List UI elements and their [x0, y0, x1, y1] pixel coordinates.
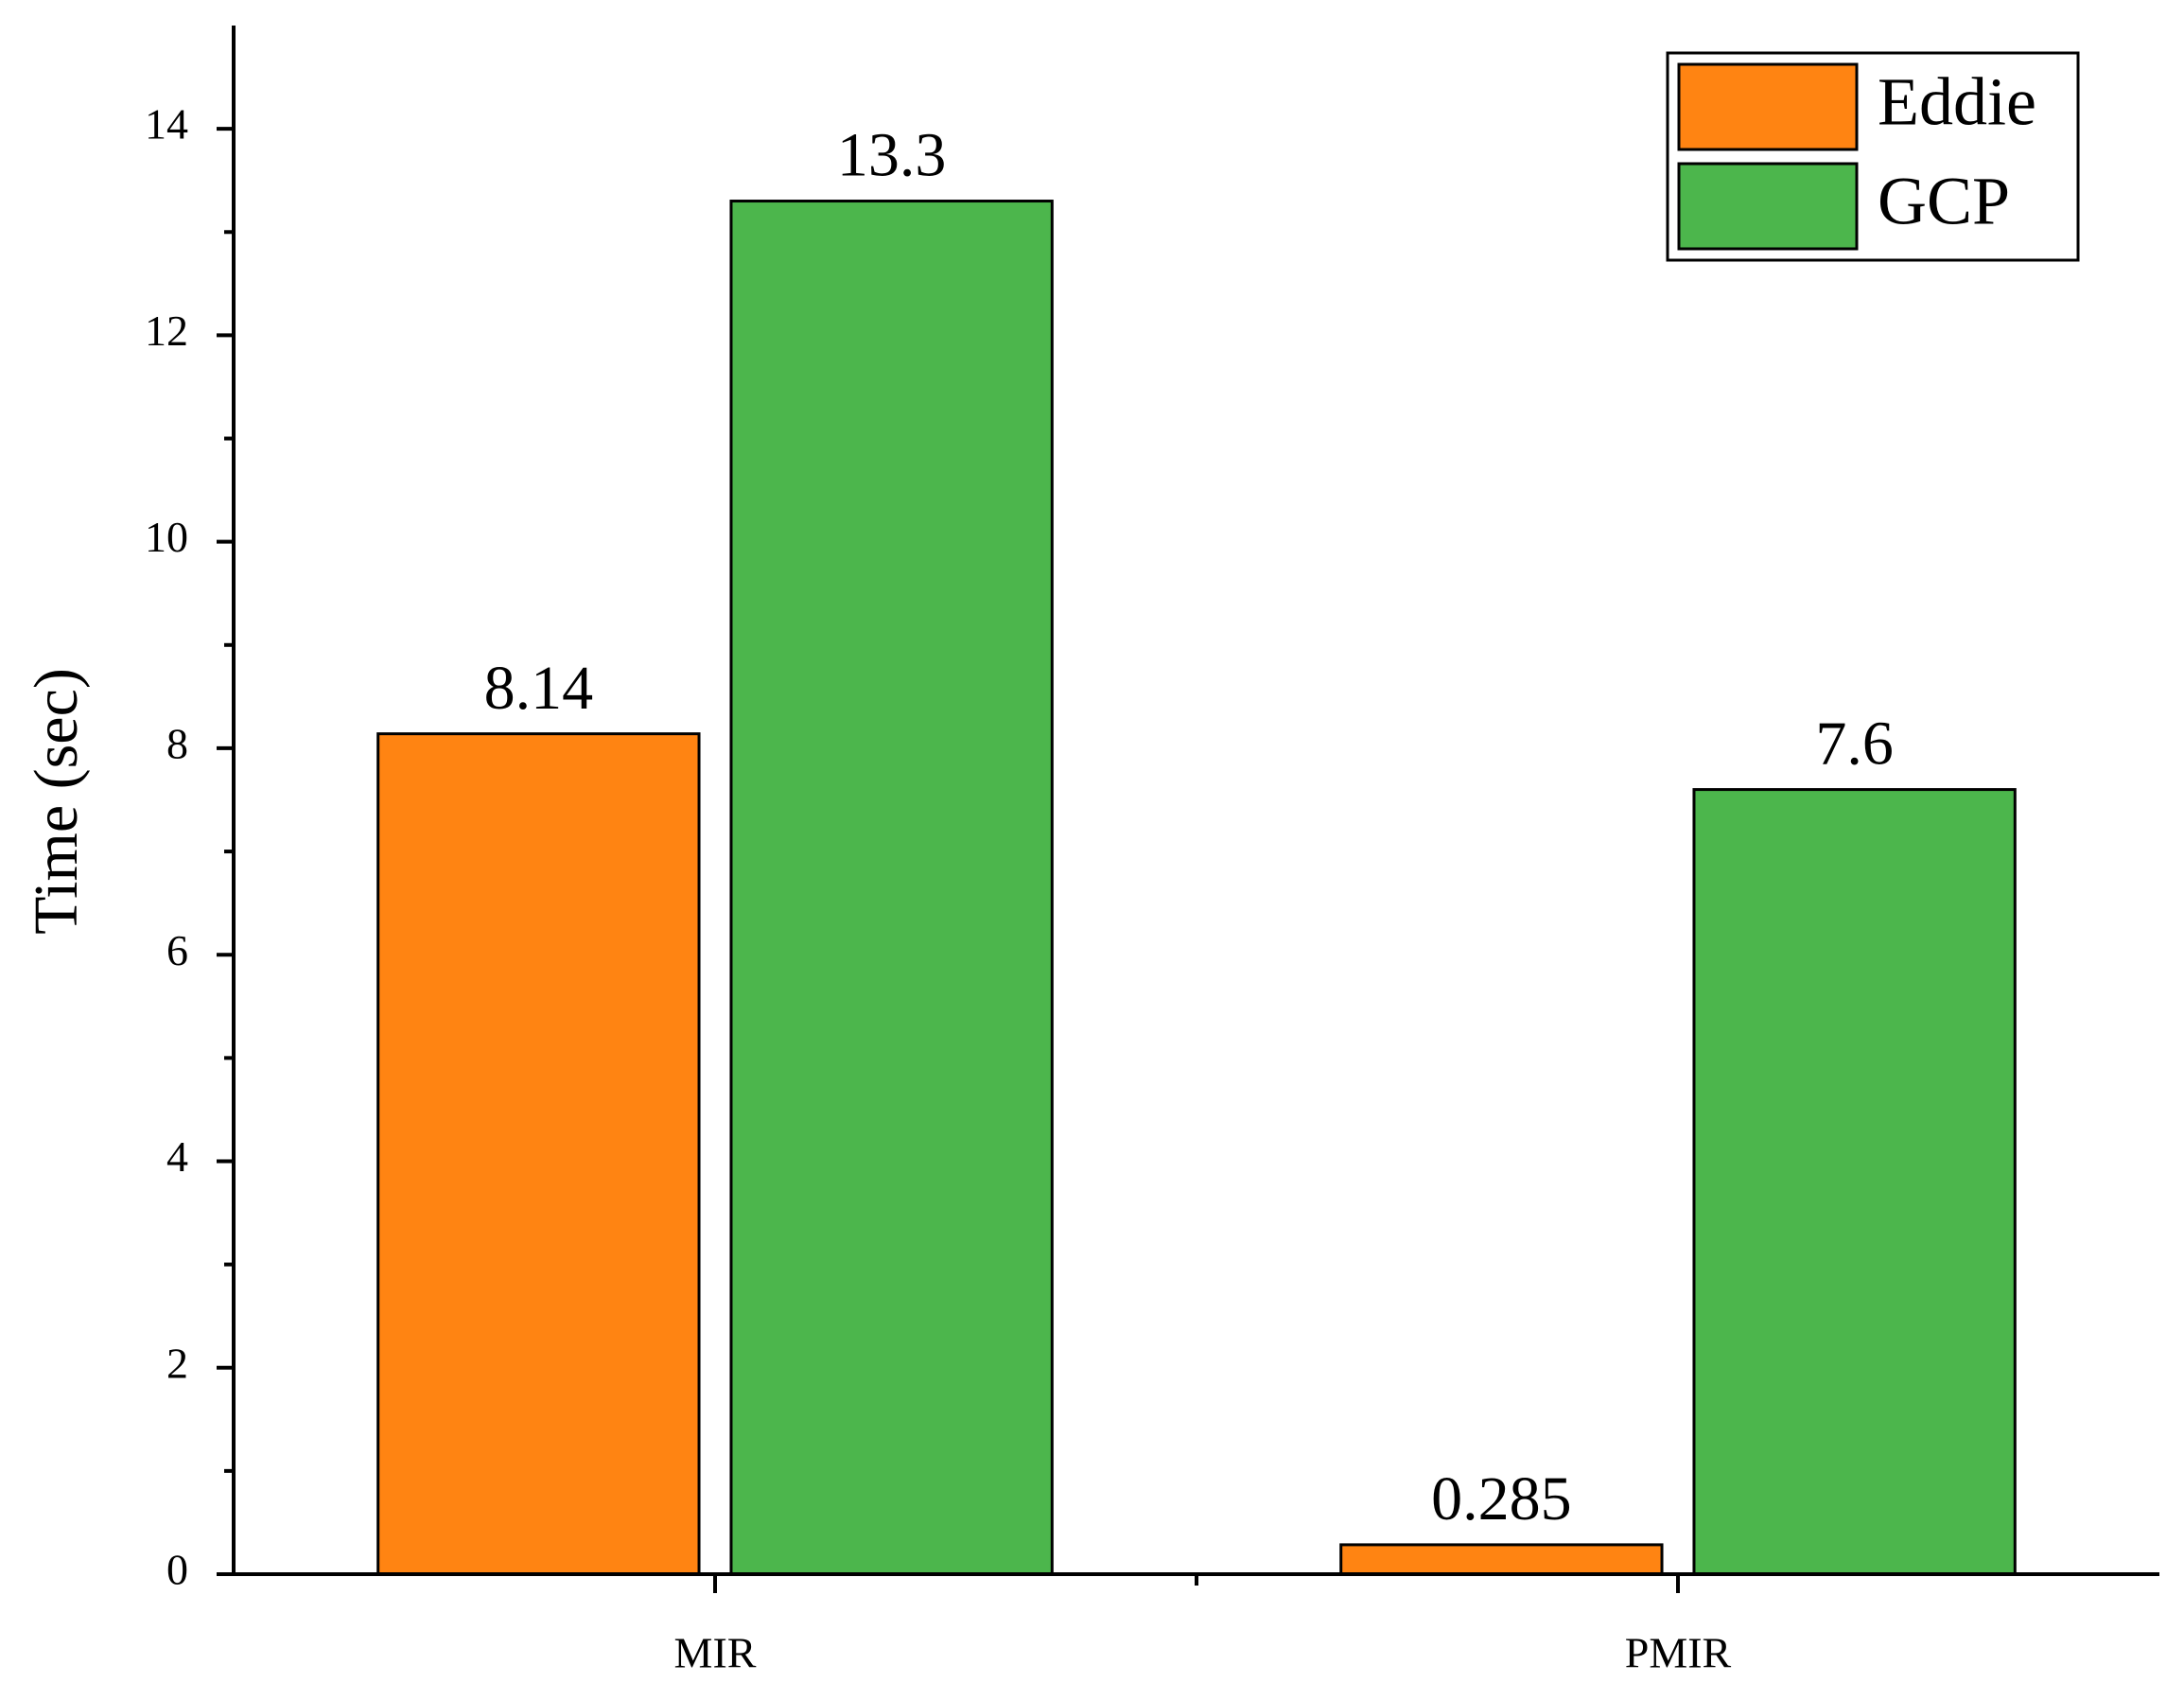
- legend-label: GCP: [1878, 164, 2010, 239]
- legend-swatch: [1677, 162, 1859, 251]
- y-tick-label: 8: [166, 719, 188, 767]
- value-label: 13.3: [837, 121, 947, 190]
- y-tick-label: 12: [145, 307, 188, 355]
- legend-label: Eddie: [1878, 64, 2036, 140]
- value-label: 8.14: [484, 654, 594, 723]
- y-tick-label: 2: [166, 1339, 188, 1387]
- bar: [729, 200, 1054, 1576]
- x-tick-label: PMIR: [1625, 1629, 1732, 1677]
- x-tick-label: MIR: [674, 1629, 757, 1677]
- bar: [376, 732, 701, 1576]
- legend-swatch: [1677, 62, 1859, 151]
- y-tick-label: 0: [166, 1546, 188, 1594]
- value-label: 0.285: [1431, 1464, 1572, 1534]
- y-tick-label: 4: [166, 1132, 188, 1181]
- y-axis-title: Time (sec): [22, 668, 91, 935]
- bar: [1692, 788, 2017, 1576]
- y-tick-label: 14: [145, 100, 188, 149]
- bar: [1339, 1543, 1664, 1576]
- y-tick-label: 10: [145, 513, 188, 561]
- value-label: 7.6: [1815, 710, 1894, 779]
- y-tick-label: 6: [166, 926, 188, 974]
